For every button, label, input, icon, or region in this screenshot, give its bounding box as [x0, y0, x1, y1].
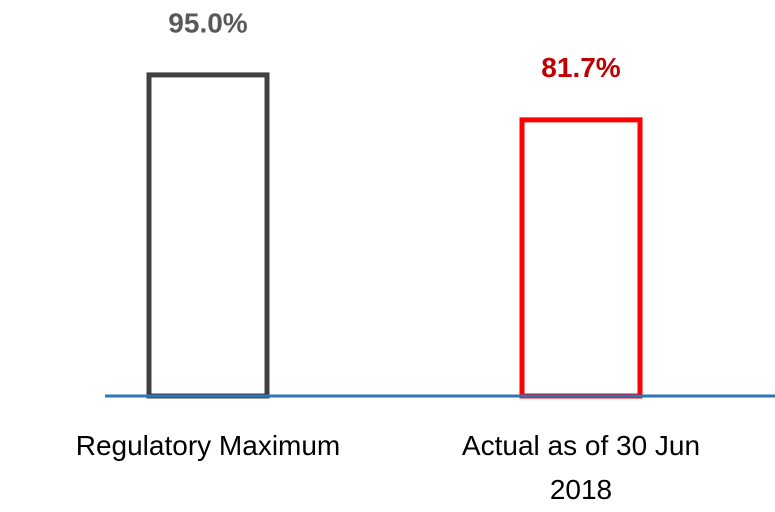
- value-label: 95.0%: [168, 7, 247, 38]
- bar: [146, 72, 270, 399]
- bar: [519, 117, 643, 399]
- x-tick-label: Regulatory Maximum: [75, 430, 341, 461]
- x-tick-label: Actual as of 30 Jun 2018: [461, 430, 701, 505]
- value-label: 81.7%: [541, 52, 620, 83]
